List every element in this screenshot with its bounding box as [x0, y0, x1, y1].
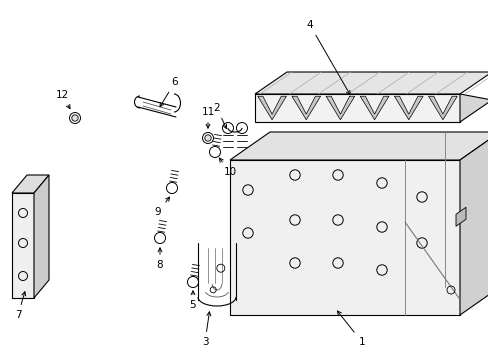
Text: 5: 5 — [189, 291, 196, 310]
Text: 2: 2 — [213, 103, 226, 129]
Polygon shape — [254, 72, 488, 94]
Text: 11: 11 — [201, 107, 214, 128]
Polygon shape — [12, 175, 49, 193]
Polygon shape — [34, 175, 49, 298]
Text: 3: 3 — [201, 312, 210, 347]
Polygon shape — [254, 94, 459, 122]
Polygon shape — [229, 160, 459, 315]
Polygon shape — [394, 96, 422, 120]
Polygon shape — [459, 94, 488, 122]
Polygon shape — [12, 193, 34, 298]
Circle shape — [204, 135, 211, 141]
Text: 7: 7 — [15, 292, 25, 320]
Polygon shape — [427, 96, 456, 120]
Polygon shape — [459, 132, 488, 315]
Polygon shape — [455, 207, 465, 226]
Text: 9: 9 — [154, 197, 169, 217]
Text: 1: 1 — [337, 311, 365, 347]
Text: 8: 8 — [156, 248, 163, 270]
Polygon shape — [360, 96, 388, 120]
Text: 4: 4 — [306, 20, 349, 95]
Text: 12: 12 — [55, 90, 70, 109]
Circle shape — [72, 115, 78, 121]
Text: 10: 10 — [219, 158, 236, 177]
Polygon shape — [325, 96, 354, 120]
Text: 6: 6 — [160, 77, 178, 107]
Polygon shape — [257, 96, 286, 120]
Polygon shape — [291, 96, 320, 120]
Polygon shape — [229, 132, 488, 160]
